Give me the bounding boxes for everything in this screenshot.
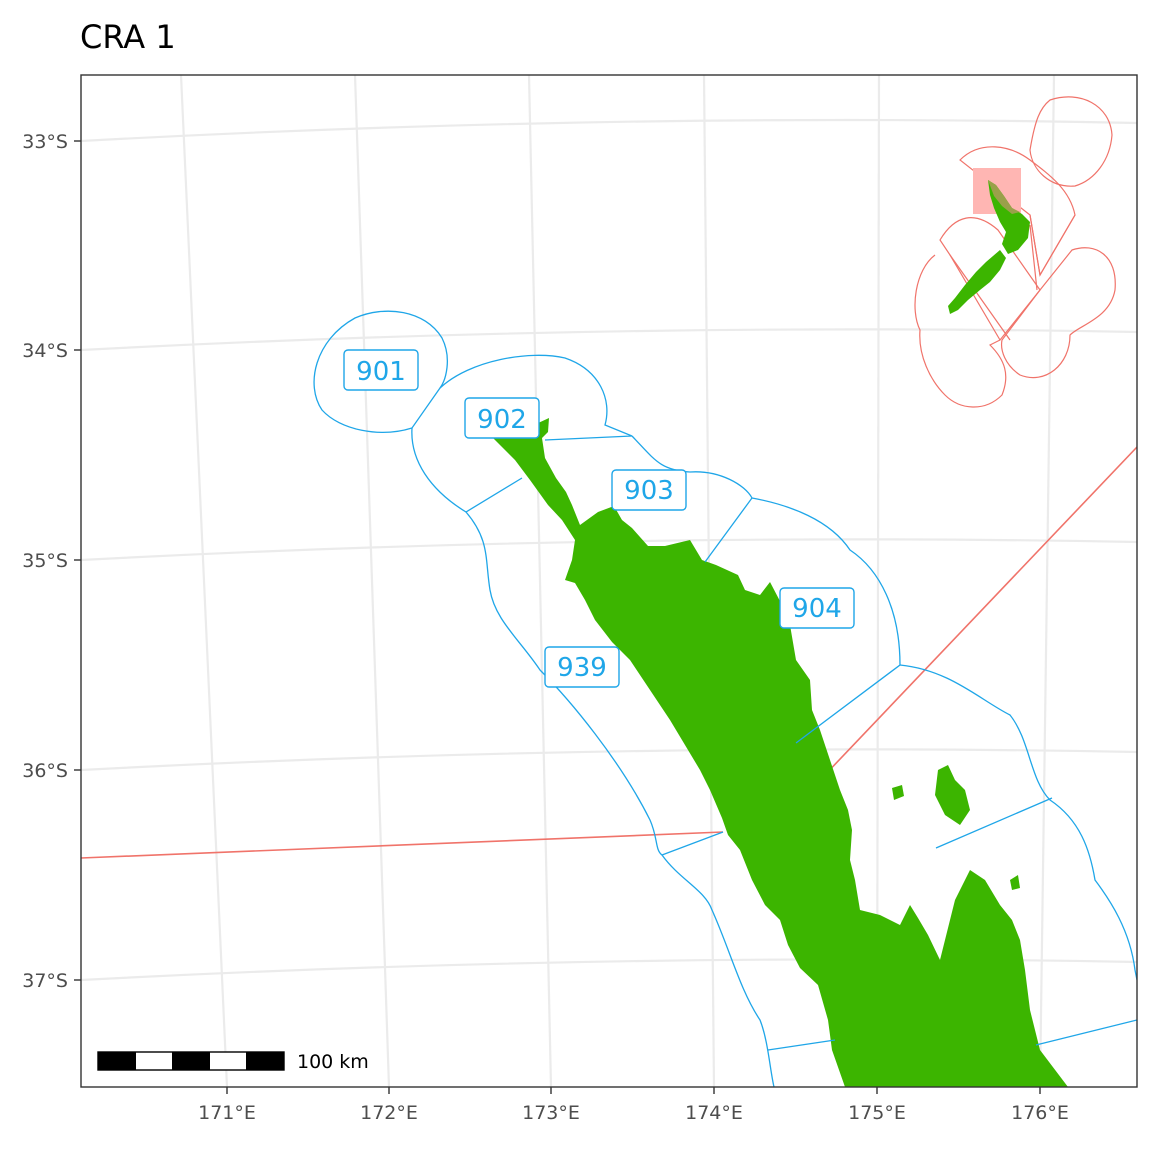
y-tick-label: 34°S bbox=[22, 340, 68, 362]
x-tick-label: 171°E bbox=[198, 1102, 256, 1124]
y-tick-label: 36°S bbox=[22, 760, 68, 782]
y-tick-label: 35°S bbox=[22, 550, 68, 572]
area-904-boundary bbox=[751, 497, 901, 744]
y-tick-label: 33°S bbox=[22, 131, 68, 153]
x-axis: 171°E 172°E 173°E 174°E 175°E 176°E bbox=[198, 1087, 1069, 1124]
scale-bar: 100 km bbox=[97, 1051, 369, 1073]
area-label-939: 939 bbox=[544, 646, 620, 688]
area-903-boundary bbox=[631, 435, 753, 563]
inset-north-tip-highlight bbox=[988, 180, 1020, 214]
area-label-901: 901 bbox=[343, 349, 419, 391]
area-label-904: 904 bbox=[779, 587, 855, 629]
area-901-boundary bbox=[313, 310, 448, 433]
area-label-902: 902 bbox=[464, 397, 540, 439]
qma-boundary-lines bbox=[81, 446, 1137, 859]
graticule-longitude bbox=[179, 75, 1056, 1087]
x-tick-label: 176°E bbox=[1011, 1102, 1069, 1124]
scale-bar-label: 100 km bbox=[297, 1051, 369, 1073]
area-902-boundary bbox=[411, 354, 633, 513]
x-tick-label: 174°E bbox=[685, 1102, 743, 1124]
area-inner-lines bbox=[661, 797, 1137, 1087]
y-tick-label: 37°S bbox=[22, 970, 68, 992]
inset-map bbox=[914, 96, 1116, 408]
map-title: CRA 1 bbox=[80, 18, 176, 56]
inset-qma-boundaries bbox=[914, 96, 1116, 408]
x-tick-label: 173°E bbox=[522, 1102, 580, 1124]
area-label-903-text: 903 bbox=[624, 476, 674, 506]
area-label-901-text: 901 bbox=[356, 357, 406, 387]
area-label-904-text: 904 bbox=[792, 594, 842, 624]
y-axis: 33°S 34°S 35°S 36°S 37°S bbox=[22, 131, 81, 992]
map-panel-border bbox=[80, 74, 1138, 1088]
area-939-boundary bbox=[465, 511, 724, 856]
inset-south-island bbox=[948, 250, 1006, 314]
x-tick-label: 175°E bbox=[848, 1102, 906, 1124]
area-outer-boundary bbox=[899, 664, 1137, 981]
area-label-939-text: 939 bbox=[557, 653, 607, 683]
area-label-902-text: 902 bbox=[477, 405, 527, 435]
statistical-area-boundaries bbox=[313, 310, 1137, 1087]
land-mass bbox=[485, 418, 1068, 1087]
area-label-903: 903 bbox=[611, 469, 687, 511]
x-tick-label: 172°E bbox=[360, 1102, 418, 1124]
